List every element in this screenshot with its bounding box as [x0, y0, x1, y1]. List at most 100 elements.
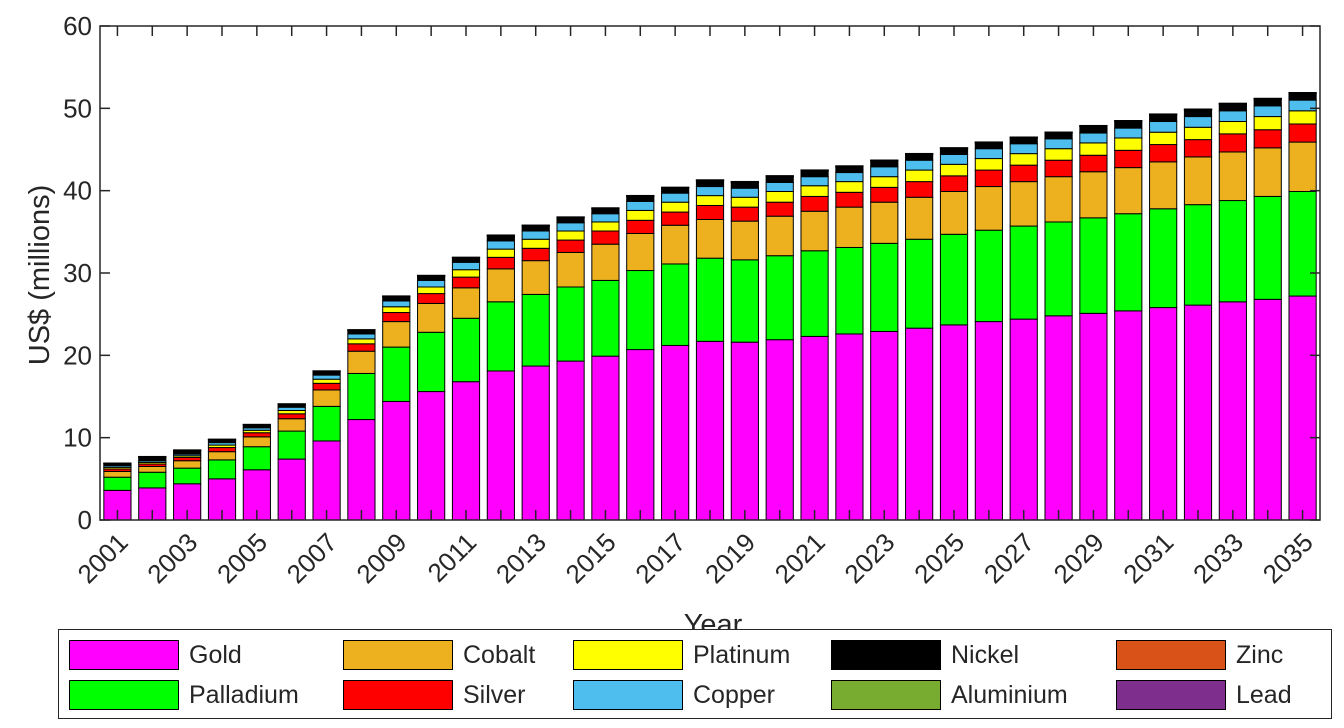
bar-silver-2033	[1218, 133, 1247, 153]
bar-nickel-2029	[1079, 125, 1108, 134]
bar-platinum-2015	[591, 221, 620, 232]
bar-silver-2032	[1183, 139, 1213, 158]
bar-copper-2034	[1253, 105, 1282, 118]
bar-gold-2030	[1114, 310, 1143, 521]
bar-palladium-2005	[242, 446, 271, 471]
bar-copper-2027	[1009, 143, 1038, 155]
bar-platinum-2032	[1183, 126, 1213, 141]
bar-nickel-2026	[974, 142, 1003, 150]
bar-gold-2008	[347, 419, 376, 521]
bar-silver-2005	[242, 432, 271, 438]
bar-palladium-2014	[556, 286, 585, 362]
bar-cobalt-2002	[138, 465, 167, 473]
y-tick-label-40: 40	[63, 176, 92, 206]
bar-cobalt-2015	[591, 243, 620, 281]
bar-palladium-2021	[800, 250, 829, 337]
bar-silver-2007	[312, 382, 341, 391]
bar-silver-2028	[1044, 159, 1073, 178]
bar-platinum-2009	[382, 306, 411, 314]
legend-label-cobalt: Cobalt	[463, 640, 536, 669]
bar-cobalt-2031	[1149, 161, 1178, 210]
bar-gold-2021	[800, 335, 829, 521]
legend-item-palladium: Palladium	[69, 676, 299, 714]
bar-nickel-2014	[556, 217, 585, 224]
legend-item-platinum: Platinum	[573, 636, 790, 674]
legend-label-aluminium: Aluminium	[951, 680, 1068, 709]
x-tick-label-2035: 2035	[1257, 527, 1319, 589]
bar-nickel-2012	[486, 235, 515, 242]
bar-gold-2031	[1149, 307, 1178, 521]
legend-swatch-copper	[573, 680, 683, 710]
bar-copper-2007	[312, 374, 341, 380]
bar-palladium-2006	[277, 430, 306, 460]
x-tick-label-2015: 2015	[560, 527, 622, 589]
bar-palladium-2027	[1009, 225, 1038, 320]
bar-gold-2014	[556, 360, 585, 521]
bar-copper-2009	[382, 300, 411, 308]
bar-cobalt-2014	[556, 251, 585, 288]
bar-platinum-2031	[1149, 131, 1178, 146]
bar-cobalt-2018	[695, 218, 725, 259]
bar-copper-2017	[661, 192, 690, 203]
bar-cobalt-2016	[626, 232, 655, 272]
bar-silver-2024	[905, 181, 934, 198]
bar-nickel-2025	[939, 148, 969, 155]
bar-palladium-2033	[1218, 200, 1247, 303]
bar-cobalt-2033	[1218, 151, 1247, 202]
bar-cobalt-2010	[417, 302, 446, 333]
bar-copper-2011	[451, 261, 481, 271]
y-tick-label-10: 10	[63, 423, 92, 453]
y-tick-label-60: 60	[63, 11, 92, 41]
bar-cobalt-2006	[277, 418, 306, 432]
bar-cobalt-2008	[347, 350, 376, 374]
y-tick-label-50: 50	[63, 93, 92, 123]
bar-palladium-2008	[347, 372, 376, 421]
bar-silver-2019	[730, 206, 759, 222]
bar-platinum-2026	[974, 158, 1003, 171]
bar-cobalt-2024	[905, 196, 934, 240]
x-tick-label-2021: 2021	[769, 527, 831, 589]
legend-swatch-silver	[343, 680, 453, 710]
bar-platinum-2022	[835, 181, 864, 193]
bar-gold-2011	[451, 381, 481, 521]
bar-gold-2018	[695, 340, 725, 521]
y-tick-label-20: 20	[63, 340, 92, 370]
bar-platinum-2029	[1079, 142, 1108, 156]
bar-cobalt-2028	[1044, 176, 1073, 223]
legend-label-nickel: Nickel	[951, 640, 1020, 669]
bar-platinum-2034	[1253, 116, 1282, 131]
bar-nickel-2002	[138, 456, 167, 462]
bar-palladium-2030	[1114, 213, 1143, 312]
bar-platinum-2027	[1009, 153, 1038, 166]
bar-copper-2031	[1149, 121, 1178, 133]
bar-gold-2022	[835, 333, 864, 521]
bar-platinum-2013	[521, 238, 550, 249]
bar-nickel-2009	[382, 296, 411, 302]
legend-label-platinum: Platinum	[693, 640, 791, 669]
bar-silver-2018	[695, 204, 725, 220]
bar-nickel-2022	[835, 166, 864, 174]
x-tick-label-2003: 2003	[141, 527, 203, 589]
bar-copper-2010	[417, 279, 446, 288]
bar-palladium-2035	[1288, 190, 1317, 297]
bar-palladium-2009	[382, 346, 411, 402]
bar-palladium-2023	[870, 242, 899, 332]
bar-nickel-2024	[905, 153, 934, 161]
bar-palladium-2026	[974, 229, 1003, 323]
legend-swatch-nickel	[831, 640, 941, 670]
bar-gold-2012	[486, 370, 515, 521]
bar-platinum-2016	[626, 209, 655, 221]
bar-nickel-2027	[1009, 137, 1038, 145]
legend-item-zinc: Zinc	[1116, 636, 1283, 674]
bar-palladium-2003	[173, 467, 202, 485]
bar-palladium-2019	[730, 259, 759, 343]
x-tick-label-2023: 2023	[838, 527, 900, 589]
y-axis: 0 10 20 30 40 50 60	[63, 11, 1320, 535]
legend-item-gold: Gold	[69, 636, 242, 674]
bar-gold-2028	[1044, 315, 1073, 521]
bar-platinum-2011	[451, 269, 481, 278]
bar-cobalt-2012	[486, 268, 515, 303]
bar-cobalt-2005	[242, 436, 271, 448]
bar-gold-2019	[730, 341, 759, 521]
bar-silver-2013	[521, 247, 550, 262]
